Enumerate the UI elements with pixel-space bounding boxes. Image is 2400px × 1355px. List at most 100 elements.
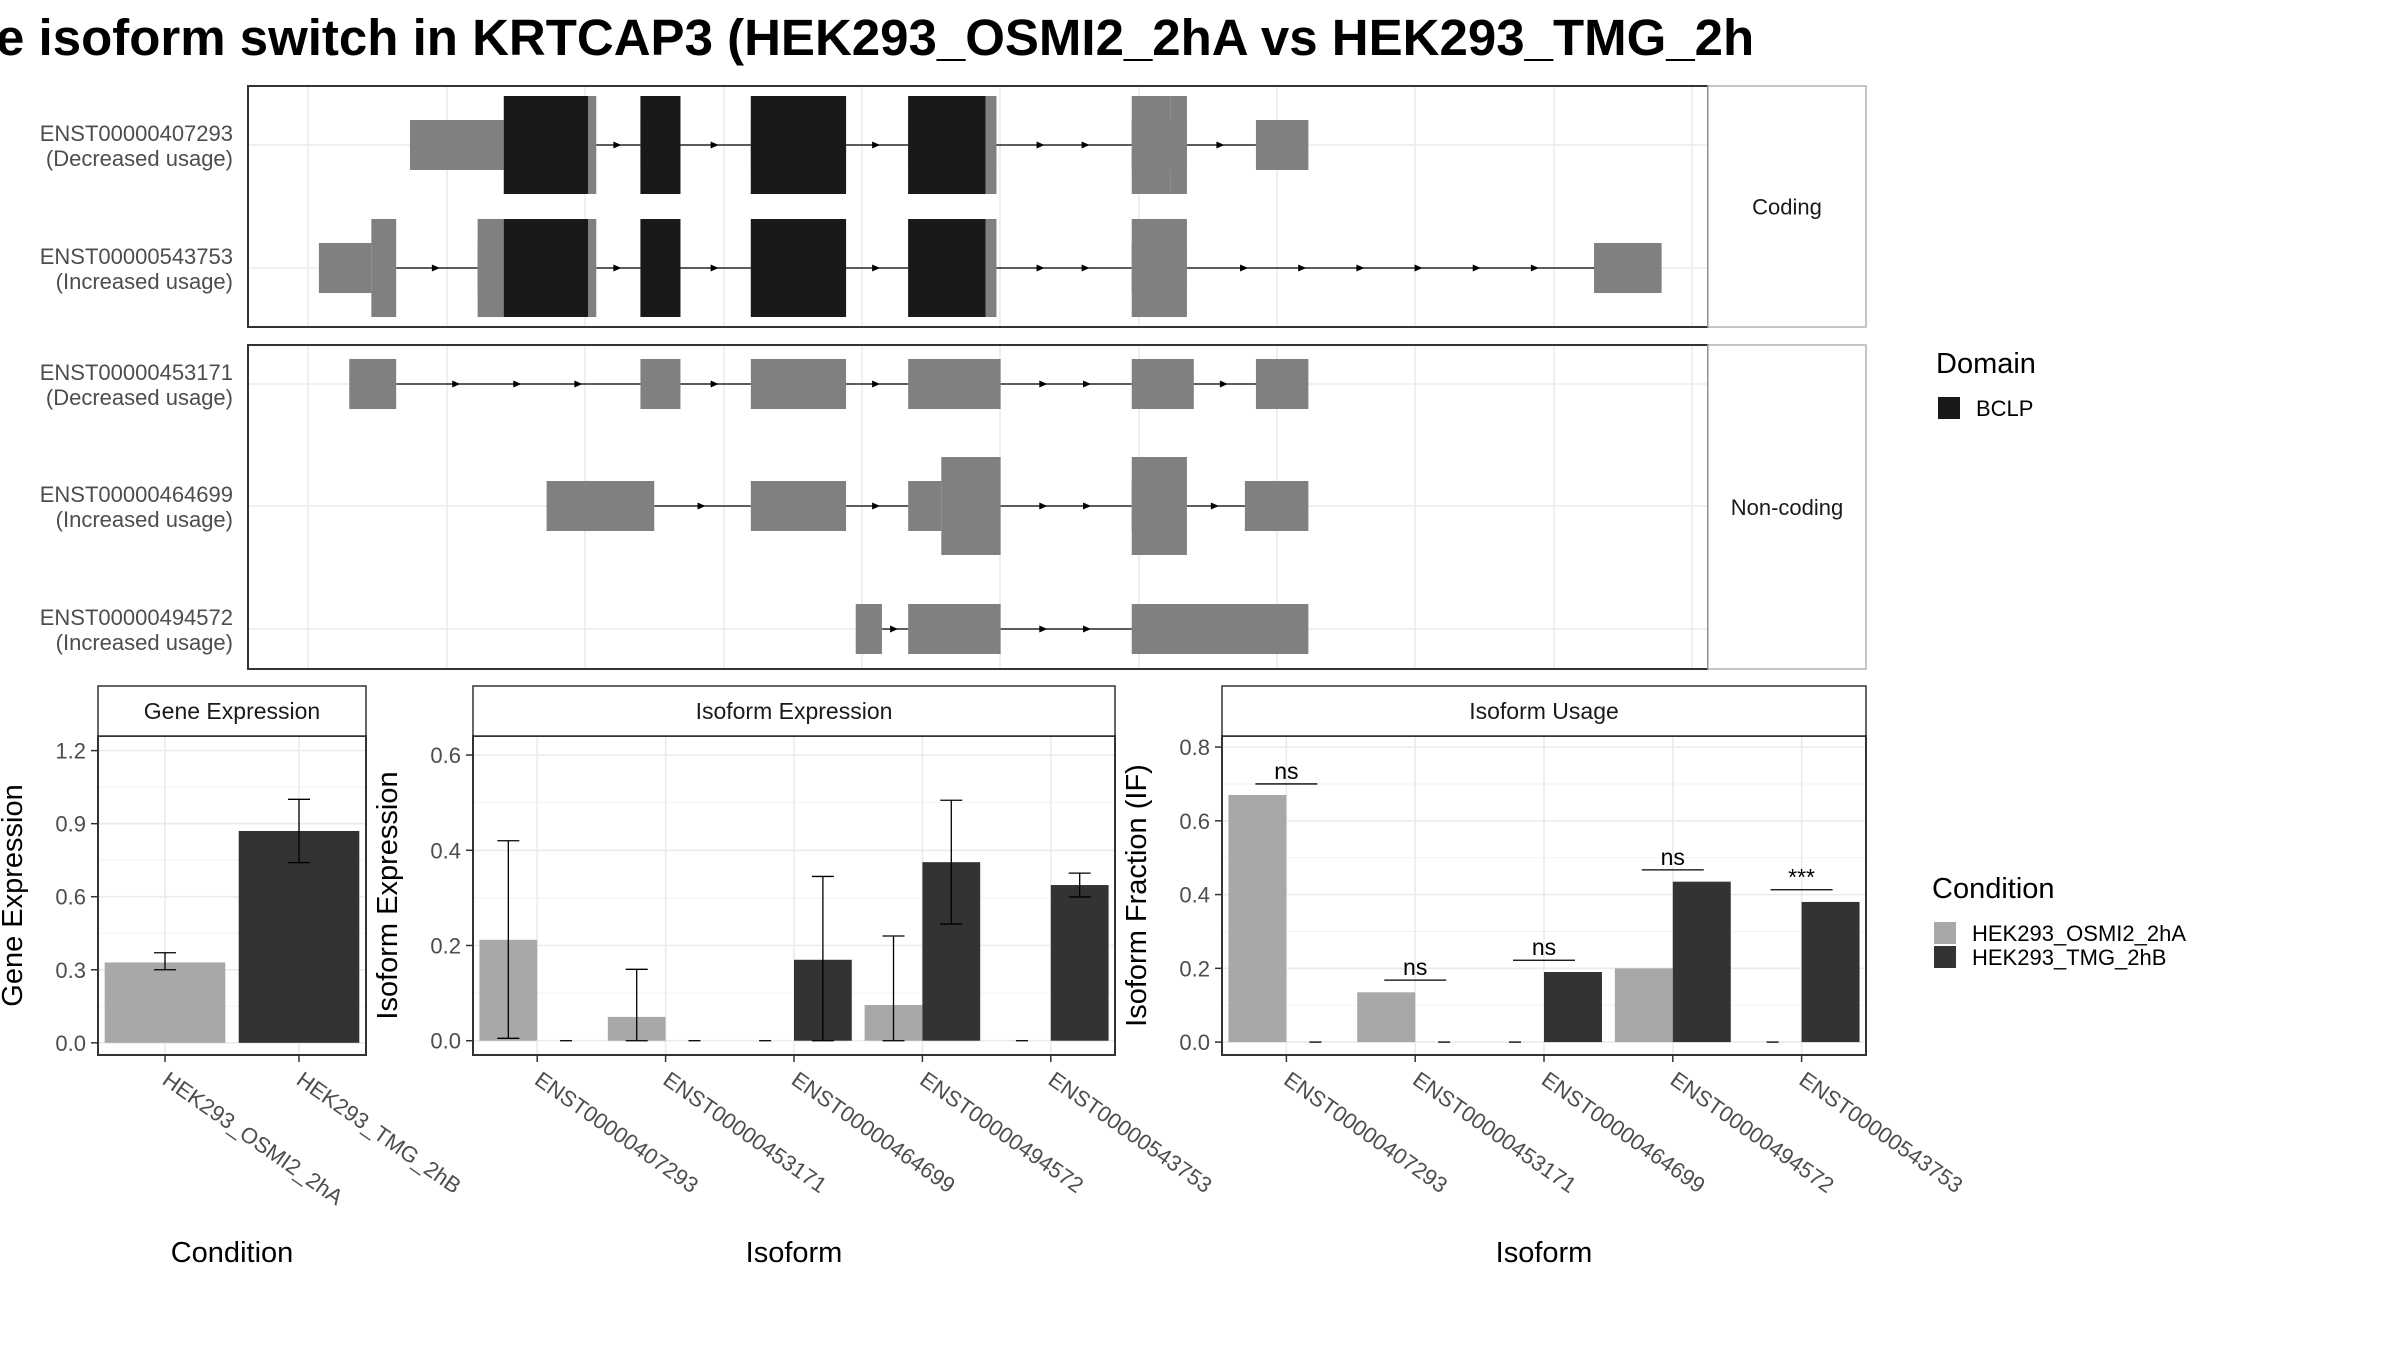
- intron-arrow: [872, 264, 881, 272]
- intron-arrow: [1219, 380, 1228, 388]
- legend-label: BCLP: [1976, 396, 2033, 421]
- intron-arrow: [1039, 502, 1048, 510]
- figure-title: e isoform switch in KRTCAP3 (HEK293_OSMI…: [0, 9, 1754, 66]
- domain-block: [640, 219, 681, 317]
- intron-arrow: [1240, 264, 1249, 272]
- y-tick-label: 0.8: [1179, 735, 1210, 760]
- significance-label: ns: [1274, 758, 1298, 784]
- intron-arrow: [1216, 141, 1225, 149]
- legend-label: HEK293_TMG_2hB: [1972, 945, 2166, 970]
- transcript-structure-panels: ENST00000407293(Decreased usage) ENST0000…: [40, 85, 1867, 670]
- bar-chart-panels: Gene Expression0.00.30.60.91.2HEK293_OSM…: [0, 685, 1967, 1269]
- transcript-usage-label: (Increased usage): [56, 630, 233, 655]
- significance-label: ns: [1532, 934, 1556, 960]
- bar-HEK293_OSMI2_2hA-ENST00000494572: [1614, 968, 1673, 1043]
- intron-arrow: [613, 264, 622, 272]
- bar-HEK293_OSMI2_2hA-HEK293_OSMI2_2hA: [104, 962, 226, 1043]
- legend-label: HEK293_OSMI2_2hA: [1972, 921, 2186, 946]
- transcript-id-label: ENST00000494572: [40, 605, 233, 630]
- intron-arrow: [1298, 264, 1307, 272]
- intron-arrow: [1083, 380, 1092, 388]
- y-tick-label: 0.6: [1179, 809, 1210, 834]
- intron-arrow: [1036, 264, 1045, 272]
- intron-arrow: [574, 380, 583, 388]
- domain-block: [908, 219, 986, 317]
- intron-arrow: [613, 141, 622, 149]
- bar-HEK293_TMG_2hB-HEK293_TMG_2hB: [238, 830, 360, 1043]
- intron-arrow: [710, 264, 719, 272]
- transcript-id-label: ENST00000464699: [40, 482, 233, 507]
- chart-title-strip: [1221, 685, 1867, 737]
- y-tick-label: 0.6: [55, 885, 86, 910]
- chart-title: Isoform Expression: [696, 698, 893, 724]
- y-axis-label: Gene Expression: [0, 784, 29, 1006]
- legend-title: Domain: [1936, 348, 2036, 380]
- facet-strip-label: Coding: [1752, 195, 1822, 220]
- facet-strip: [1707, 344, 1867, 670]
- transcript-usage-label: (Increased usage): [56, 269, 233, 294]
- intron-arrow: [1210, 502, 1219, 510]
- utr-exon: [750, 359, 847, 409]
- y-tick-label: 0.4: [1179, 883, 1210, 908]
- domain-block: [750, 219, 847, 317]
- y-tick-label: 0.6: [430, 743, 461, 768]
- transcript-ENST00000494572: [855, 604, 1309, 654]
- intron-arrow: [1414, 264, 1423, 272]
- utr-exon: [1244, 481, 1309, 531]
- y-tick-label: 0.0: [430, 1029, 461, 1054]
- chart-title: Isoform Usage: [1469, 698, 1619, 724]
- cds-exon: [1170, 96, 1187, 194]
- legend-swatch: [1938, 397, 1960, 419]
- transcript-id-label: ENST00000453171: [40, 360, 233, 385]
- utr-exon: [640, 359, 681, 409]
- y-tick-label: 1.2: [55, 739, 86, 764]
- bar-HEK293_OSMI2_2hA-ENST00000407293: [1228, 795, 1287, 1043]
- legends: Domain BCLP Condition HEK293_OSMI2_2hAHEK29…: [1932, 348, 2186, 970]
- y-tick-label: 0.3: [55, 958, 86, 983]
- bar-HEK293_TMG_2hB-ENST00000494572: [1672, 881, 1731, 1043]
- intron-arrow: [710, 380, 719, 388]
- intron-arrow: [1036, 141, 1045, 149]
- domain-block: [503, 96, 588, 194]
- intron-arrow: [513, 380, 522, 388]
- utr-exon: [908, 604, 1001, 654]
- intron-arrow: [872, 141, 881, 149]
- legend-title: Condition: [1932, 873, 2055, 905]
- intron-arrow: [1083, 625, 1092, 633]
- facet-strip-label: Non-coding: [1731, 495, 1844, 520]
- y-tick-label: 0.2: [1179, 956, 1210, 981]
- intron-arrow: [1083, 502, 1092, 510]
- bar-HEK293_OSMI2_2hA-ENST00000453171: [1357, 992, 1416, 1043]
- transcript-usage-label: (Decreased usage): [46, 146, 233, 171]
- intron-arrow: [1356, 264, 1365, 272]
- utr-exon: [1594, 243, 1662, 293]
- utr-exon: [1255, 359, 1309, 409]
- x-axis-label: Condition: [171, 1237, 294, 1269]
- utr-exon: [908, 359, 1001, 409]
- structure-panel-0: ENST00000407293(Decreased usage) ENST0000…: [40, 85, 1867, 328]
- transcript-ENST00000407293: [409, 96, 1309, 194]
- intron-arrow: [872, 380, 881, 388]
- transcript-ENST00000543753: [318, 219, 1662, 317]
- significance-label: ns: [1403, 954, 1427, 980]
- chart-title: Gene Expression: [144, 698, 320, 724]
- utr-exon: [1131, 359, 1194, 409]
- intron-arrow: [872, 502, 881, 510]
- domain-block: [908, 96, 986, 194]
- transcript-ENST00000453171: [349, 359, 1309, 409]
- utr-exon: [908, 481, 942, 531]
- chart-panel-1: Isoform Expression0.00.20.40.6ENST000004…: [372, 685, 1217, 1269]
- utr-exon: [855, 604, 882, 654]
- intron-arrow: [1472, 264, 1481, 272]
- transcript-id-label: ENST00000407293: [40, 121, 233, 146]
- utr-exon: [1255, 120, 1309, 170]
- structure-panel-1: ENST00000453171(Decreased usage) ENST0000…: [40, 344, 1867, 670]
- bar-HEK293_TMG_2hB-ENST00000543753: [1050, 885, 1109, 1041]
- facet-strip: [1707, 85, 1867, 328]
- intron-arrow: [431, 264, 440, 272]
- utr-exon: [409, 120, 511, 170]
- y-axis-label: Isoform Fraction (IF): [1121, 764, 1153, 1027]
- x-axis-label: Isoform: [1496, 1237, 1593, 1269]
- bar-HEK293_TMG_2hB-ENST00000464699: [1544, 972, 1602, 1043]
